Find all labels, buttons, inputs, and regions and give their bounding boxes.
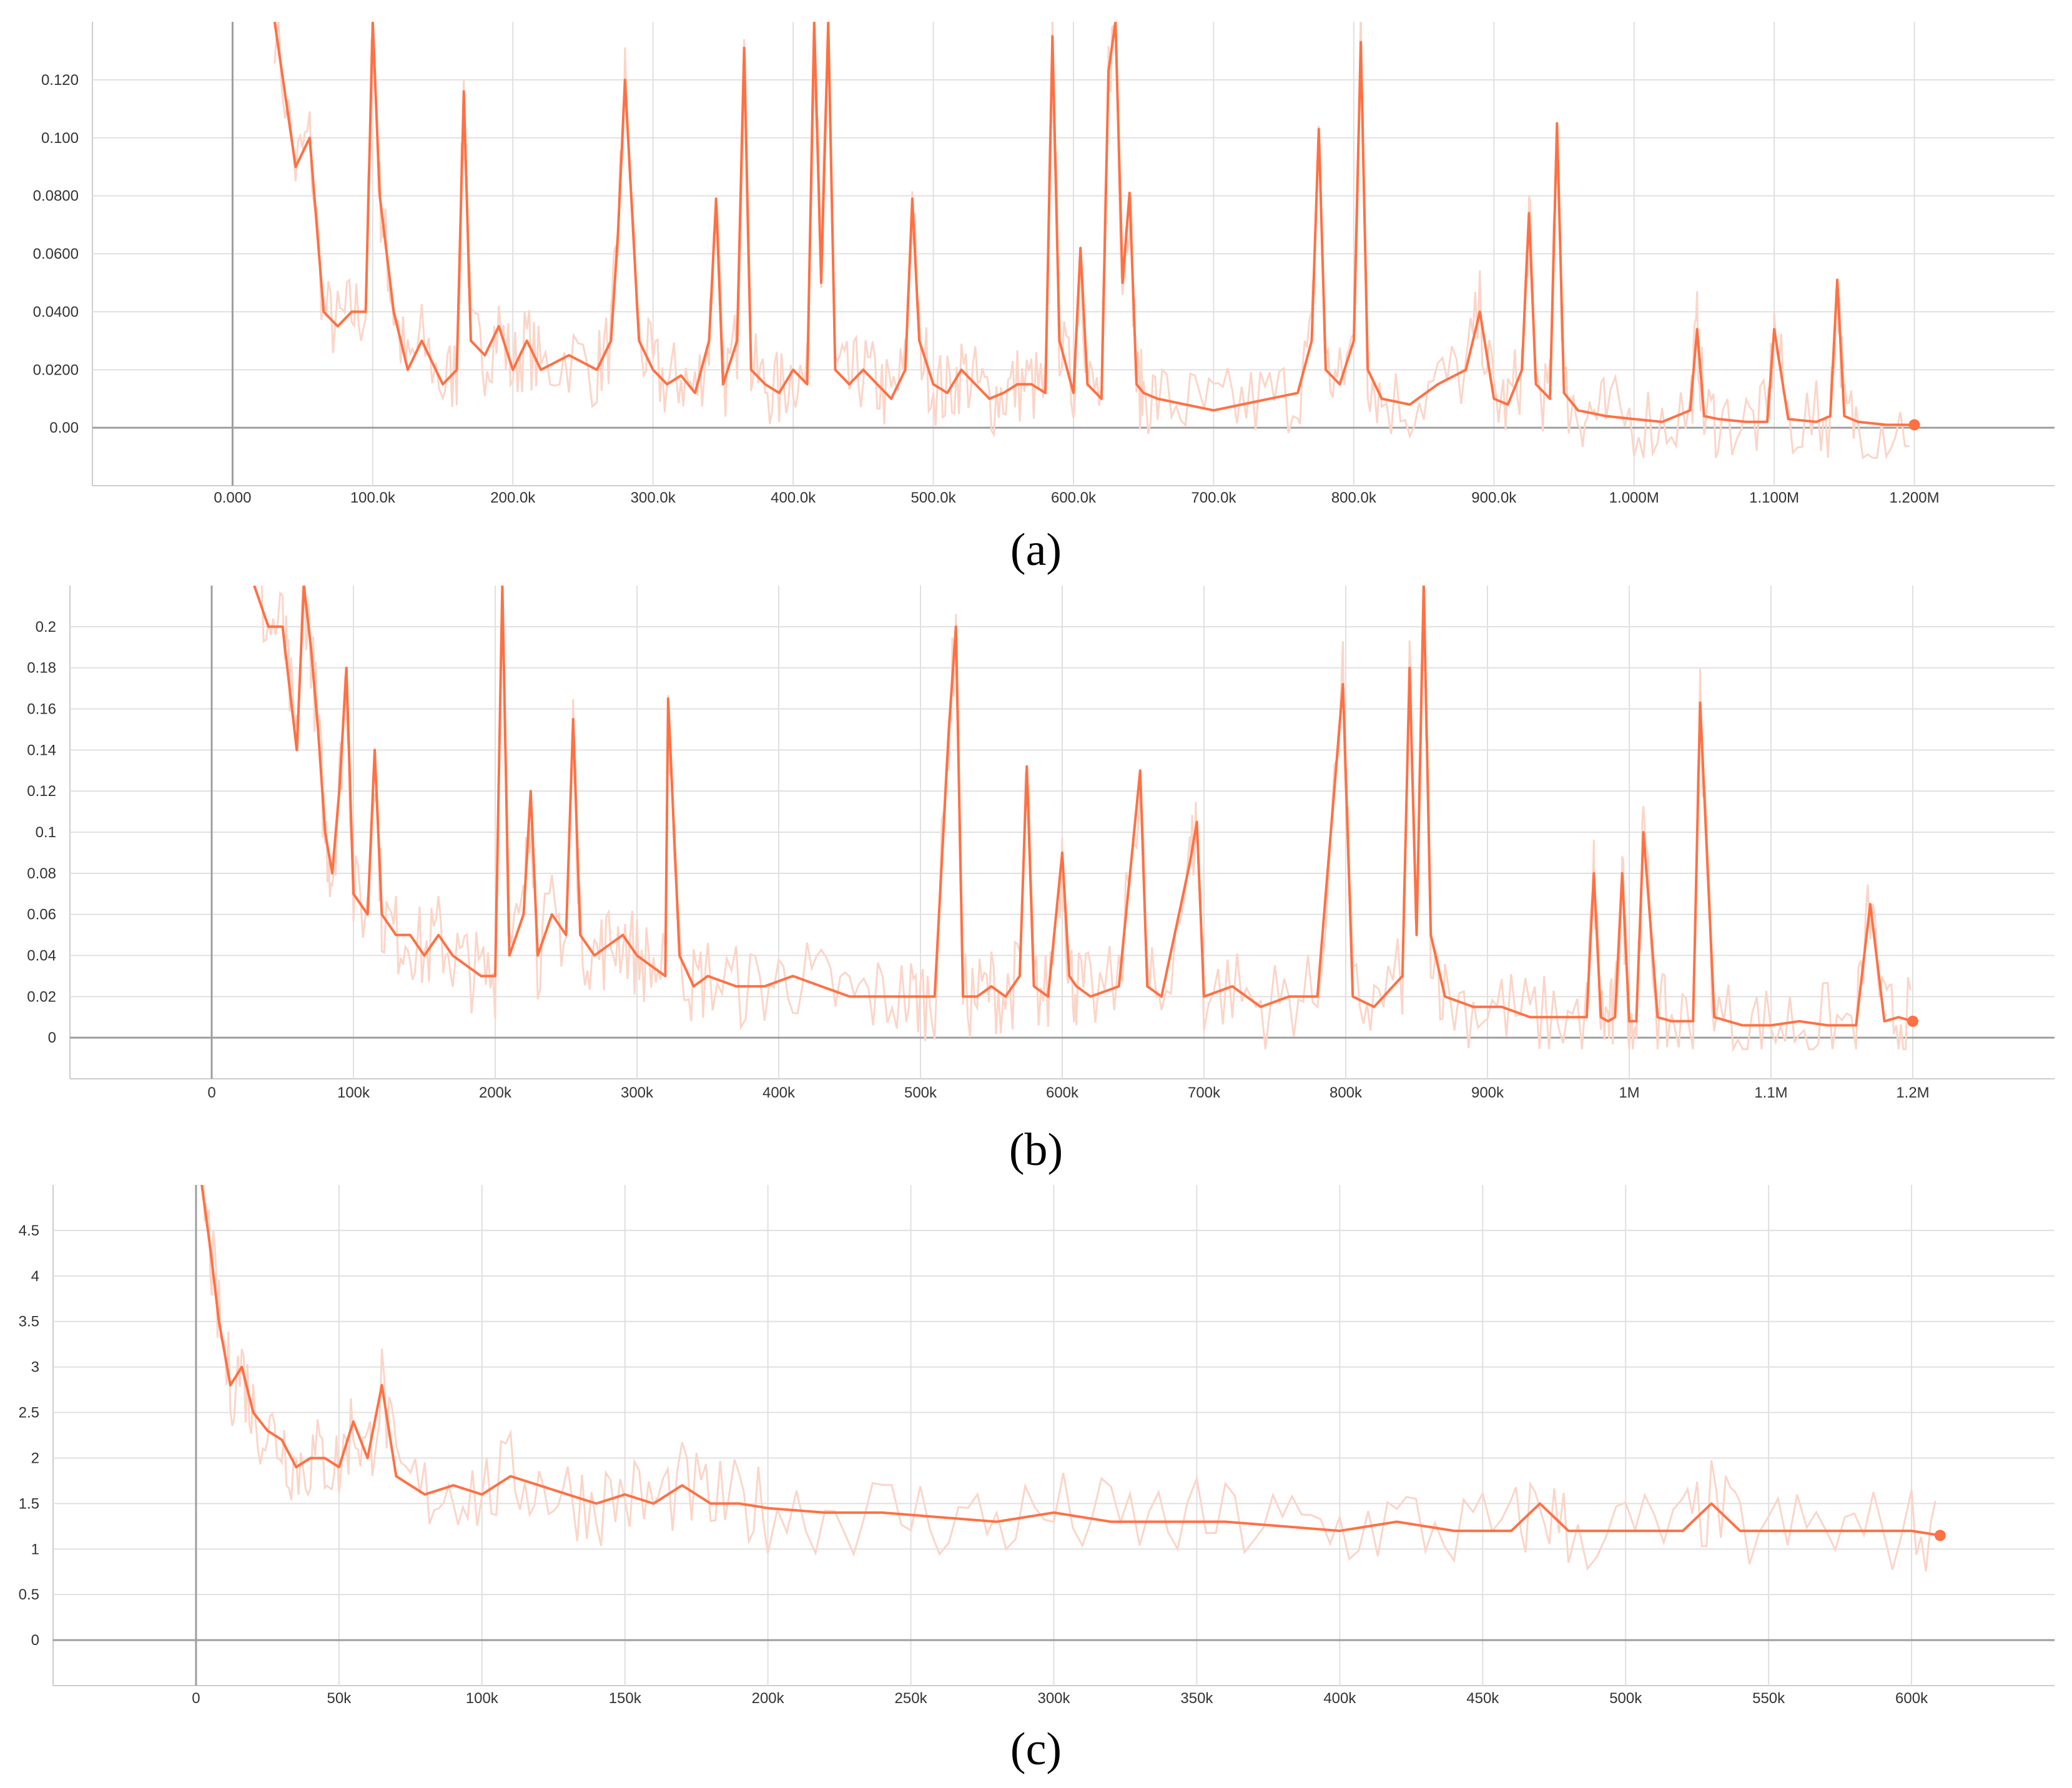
x-tick-label: 400k — [762, 1084, 796, 1101]
x-tick-label: 1.1M — [1754, 1084, 1787, 1101]
panel-label-c: (c) — [1010, 1724, 1062, 1775]
x-tick-label: 500k — [1609, 1690, 1642, 1707]
series-endpoint — [1907, 1015, 1918, 1027]
x-tick-label: 1M — [1619, 1084, 1639, 1101]
x-tick-label: 600.0k — [1051, 489, 1097, 506]
y-tick-label: 0.16 — [27, 701, 56, 718]
y-tick-label: 0.06 — [27, 906, 56, 923]
chart-panel-a: 0.000 100.0k 200.0k 300.0k 400.0k 500.0k 600.0… — [33, 22, 2055, 506]
x-tick-label: 0 — [207, 1084, 215, 1101]
y-tick-label: 2 — [31, 1450, 39, 1466]
x-tick-label: 1.100M — [1749, 489, 1799, 506]
y-tick-label: 0.5 — [19, 1586, 39, 1603]
y-tick-label: 0 — [48, 1029, 56, 1046]
chart-panel-b: 0 100k 200k 300k 400k 500k 600k 700k 800k 900k 1M 1… — [27, 586, 2055, 1101]
series-line — [273, 22, 1915, 426]
x-tick-label: 400.0k — [771, 489, 816, 506]
x-tick-label: 500.0k — [911, 489, 957, 506]
panel-label-a: (a) — [1010, 524, 1062, 576]
x-tick-label: 100k — [466, 1690, 499, 1707]
y-tick-label: 0 — [31, 1632, 39, 1649]
x-tick-label: 200.0k — [490, 489, 536, 506]
series-endpoint — [1934, 1530, 1946, 1541]
x-tick-label: 250k — [895, 1690, 928, 1707]
x-tick-label: 150k — [609, 1690, 642, 1707]
y-tick-label: 0.14 — [27, 742, 56, 759]
y-tick-label: 3 — [31, 1359, 39, 1376]
x-tick-label: 300.0k — [631, 489, 676, 506]
x-tick-label: 900k — [1471, 1084, 1504, 1101]
x-tick-label: 800k — [1330, 1084, 1363, 1101]
panel-label-b: (b) — [1009, 1124, 1063, 1176]
y-tick-label: 0.1 — [36, 824, 56, 841]
x-tick-label: 0 — [192, 1690, 200, 1707]
y-tick-label: 1 — [31, 1541, 39, 1558]
y-tick-label: 0.0600 — [33, 246, 79, 263]
x-tick-label: 1.200M — [1890, 489, 1940, 506]
y-tick-label: 0.02 — [27, 988, 56, 1005]
y-tick-label: 0.100 — [41, 130, 79, 147]
x-tick-label: 200k — [479, 1084, 512, 1101]
series-line — [253, 586, 1913, 1027]
y-tick-label: 3.5 — [19, 1314, 39, 1330]
x-tick-label: 100k — [337, 1084, 370, 1101]
x-tick-label: 600k — [1895, 1690, 1928, 1707]
series-line — [200, 1185, 1941, 1537]
x-tick-label: 600k — [1046, 1084, 1079, 1101]
y-tick-label: 0.2 — [36, 619, 56, 636]
y-tick-label: 4.5 — [19, 1222, 39, 1239]
x-tick-label: 400k — [1323, 1690, 1356, 1707]
series-endpoint — [1908, 419, 1920, 431]
x-tick-label: 800.0k — [1331, 489, 1377, 506]
raw-series-line — [202, 1185, 1936, 1572]
x-tick-label: 1.000M — [1609, 489, 1659, 506]
x-tick-label: 700k — [1188, 1084, 1221, 1101]
raw-series-line — [260, 586, 1912, 1053]
x-tick-label: 350k — [1180, 1690, 1213, 1707]
y-tick-label: 0.0400 — [33, 303, 79, 320]
y-tick-label: 0.12 — [27, 783, 56, 800]
x-tick-label: 700.0k — [1191, 489, 1236, 506]
x-tick-label: 0.000 — [214, 489, 251, 506]
x-tick-label: 200k — [752, 1690, 785, 1707]
x-tick-label: 100.0k — [350, 489, 396, 506]
y-tick-label: 0.0200 — [33, 361, 79, 378]
x-tick-label: 300k — [621, 1084, 654, 1101]
x-tick-label: 900.0k — [1471, 489, 1517, 506]
x-tick-label: 550k — [1752, 1690, 1785, 1707]
chart-panel-c: 0 50k 100k 150k 200k 250k 300k 350k 400k 450k 500k… — [19, 1185, 2055, 1707]
x-tick-label: 450k — [1466, 1690, 1499, 1707]
x-tick-label: 1.2M — [1896, 1084, 1929, 1101]
y-tick-label: 0.04 — [27, 948, 56, 965]
y-tick-label: 0.0800 — [33, 188, 79, 205]
y-tick-label: 1.5 — [19, 1495, 39, 1512]
y-tick-label: 0.08 — [27, 865, 56, 882]
y-tick-label: 0.120 — [41, 72, 79, 89]
y-tick-label: 0.00 — [49, 420, 79, 436]
x-tick-label: 50k — [327, 1690, 352, 1707]
y-tick-label: 2.5 — [19, 1405, 39, 1422]
y-tick-label: 4 — [31, 1268, 39, 1285]
x-tick-label: 300k — [1037, 1690, 1070, 1707]
x-tick-label: 500k — [904, 1084, 937, 1101]
y-tick-label: 0.18 — [27, 660, 56, 677]
